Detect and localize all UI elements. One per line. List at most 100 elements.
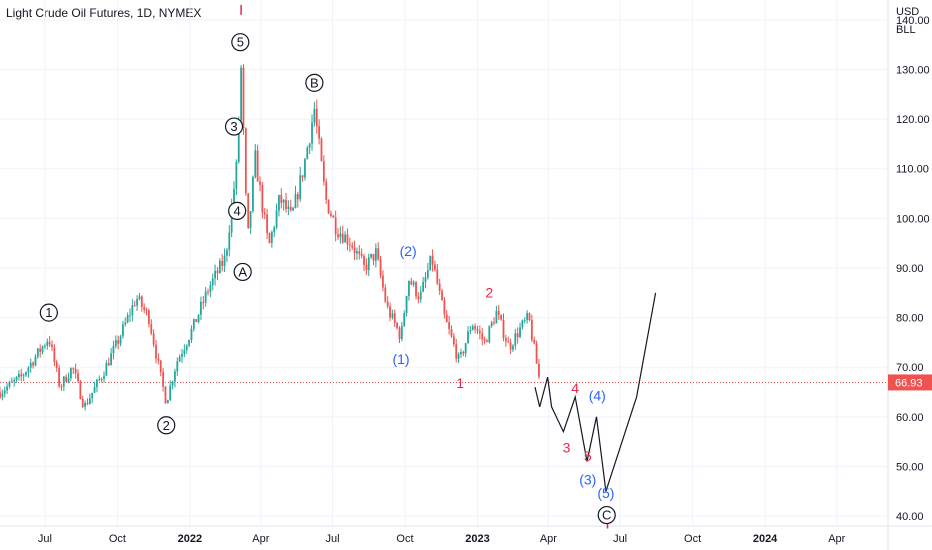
candle-body: [330, 213, 332, 216]
candle-body: [240, 67, 243, 121]
unit-label: BLL: [896, 24, 916, 36]
wave-label-text: 3: [230, 119, 237, 134]
candle-body: [259, 181, 261, 185]
candle-body: [469, 330, 472, 332]
x-tick-label: Jul: [38, 533, 52, 545]
candle-body: [131, 305, 134, 316]
candle-body: [185, 345, 188, 351]
candle-body: [192, 319, 195, 329]
y-tick-label: 70.00: [896, 362, 924, 374]
candle-body: [112, 345, 115, 354]
wave-label-circle: [39, 303, 58, 322]
candle-body: [483, 339, 486, 341]
current-price-value: 66.93: [895, 377, 923, 389]
candle-body: [365, 264, 368, 271]
candle-body: [389, 306, 391, 318]
candle-body: [467, 331, 469, 344]
candle-body: [462, 352, 465, 354]
candle-body: [79, 381, 82, 399]
candle-body: [254, 150, 257, 178]
candle-body: [114, 340, 117, 346]
candle-body: [448, 322, 451, 330]
candle-body: [521, 320, 524, 328]
candle-body: [190, 328, 193, 340]
candle-body: [8, 381, 11, 387]
chart-title: Light Crude Oil Futures, 1D, NYMEX: [6, 6, 202, 20]
candle-body: [478, 331, 481, 334]
candle-body: [497, 310, 500, 315]
candle-body: [304, 159, 306, 178]
x-tick-label: 2022: [178, 533, 202, 545]
candle-body: [29, 362, 32, 368]
candle-body: [176, 361, 179, 372]
y-tick-label: 80.00: [896, 313, 924, 325]
wave-label-circle: [233, 262, 252, 282]
candle-body: [450, 329, 453, 337]
candle-body: [148, 310, 150, 324]
candle-body: [412, 282, 415, 285]
candle-body: [145, 309, 148, 311]
candle-body: [318, 126, 321, 139]
candle-body: [197, 314, 200, 323]
candle-body: [152, 333, 155, 345]
candle-body: [341, 233, 344, 243]
candle-body: [86, 402, 89, 404]
x-tick-label: Oct: [396, 533, 413, 545]
candle-body: [195, 319, 198, 323]
candle-body: [346, 234, 349, 245]
candle-body: [261, 184, 264, 213]
candle-body: [13, 380, 16, 382]
candle-body: [122, 324, 124, 337]
candle-body: [207, 291, 209, 293]
candle-body: [426, 270, 429, 278]
candle-body: [391, 313, 394, 318]
candle-body: [81, 398, 84, 407]
candle-body: [358, 251, 361, 254]
wave-label-text: C: [602, 508, 611, 523]
candle-body: [535, 343, 538, 364]
candle-body: [214, 270, 217, 279]
candle-body: [60, 386, 63, 388]
y-tick-label: 130.00: [896, 64, 930, 76]
wave-label-text: 4: [234, 203, 241, 218]
candle-body: [55, 362, 58, 368]
candle-body: [386, 301, 389, 307]
candle-body: [140, 296, 143, 308]
candle-body: [65, 376, 68, 382]
wave-label-text: (1): [392, 351, 409, 367]
candle-body: [105, 363, 108, 376]
y-tick-label: 140.00: [896, 15, 930, 27]
candle-body: [34, 356, 37, 366]
candle-body: [445, 314, 448, 323]
projection-path: [534, 292, 657, 492]
wave-label-circle: [597, 505, 616, 525]
candle-body: [157, 358, 160, 361]
candle-body: [438, 283, 441, 291]
candle-body: [18, 374, 20, 377]
candle-body: [3, 390, 6, 394]
candle-body: [292, 208, 295, 211]
candle-body: [384, 287, 387, 302]
candle-body: [424, 277, 427, 282]
candle-body: [396, 322, 399, 329]
candle-body: [278, 195, 280, 211]
candle-body: [53, 347, 56, 363]
candle-body: [0, 392, 1, 398]
candle-body: [367, 257, 370, 271]
candle-body: [266, 214, 269, 234]
wave-label-text: (4): [589, 387, 606, 403]
candle-body: [528, 313, 531, 321]
candle-body: [516, 333, 519, 338]
candle-body: [280, 195, 283, 203]
candle-body: [360, 253, 363, 257]
x-tick-label: Jul: [325, 533, 339, 545]
candle-body: [275, 210, 278, 228]
candle-body: [230, 204, 233, 233]
candle-body: [15, 376, 18, 381]
candle-body: [39, 348, 42, 352]
wave-label-text: A: [238, 264, 247, 279]
candle-body: [209, 285, 212, 292]
candle-body: [235, 161, 238, 189]
y-tick-label: 100.00: [896, 213, 930, 225]
